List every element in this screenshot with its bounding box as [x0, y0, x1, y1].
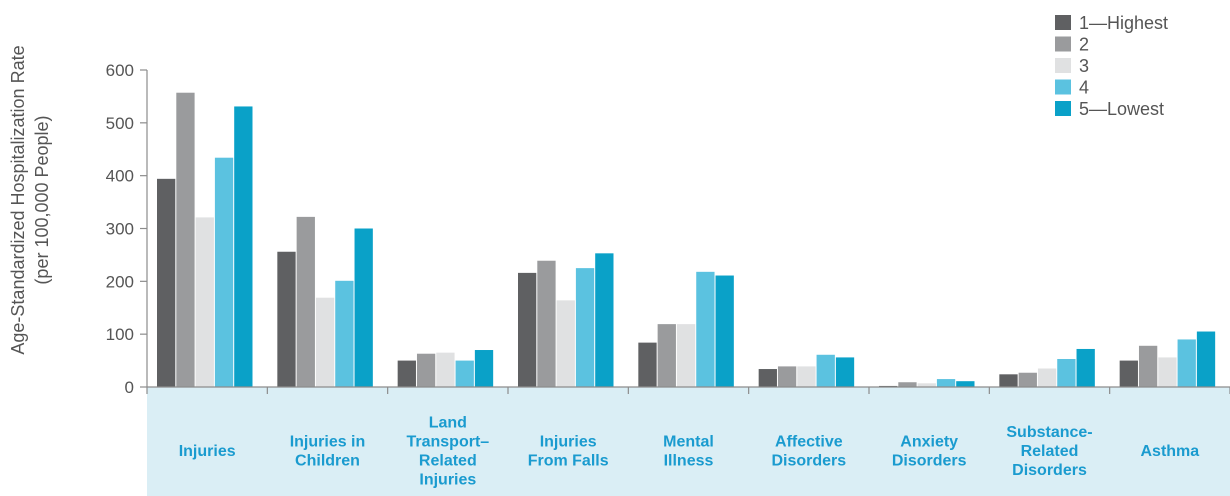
bar	[835, 357, 855, 387]
category-label: Injuries From Falls	[528, 434, 609, 470]
bar	[936, 379, 956, 387]
bar	[1158, 357, 1177, 387]
bar	[595, 253, 614, 387]
y-axis-title-line: Age-Standardized Hospitalization Rate	[8, 45, 28, 354]
category-label-line: Disorders	[771, 453, 846, 470]
legend-label: 3	[1079, 56, 1089, 76]
legend-swatch	[1055, 79, 1071, 95]
bar	[157, 178, 176, 387]
bar	[214, 157, 234, 387]
legend-swatch	[1055, 58, 1071, 73]
category-label-line: Affective	[775, 434, 843, 451]
legend-label: 5—Lowest	[1079, 99, 1164, 119]
category-band-background	[147, 387, 1230, 496]
bar	[777, 366, 797, 387]
bar	[195, 217, 214, 387]
y-tick-label: 300	[106, 220, 134, 239]
category-label: Anxiety Disorders	[892, 434, 967, 470]
bar	[898, 382, 917, 387]
category-label-line: Substance-	[1006, 424, 1092, 441]
category-label: Injuries	[179, 443, 236, 460]
bar	[999, 374, 1018, 387]
category-label-line: From Falls	[528, 453, 609, 470]
category-label-line: Injuries	[419, 472, 476, 489]
bar	[1138, 345, 1158, 387]
bar	[397, 360, 416, 387]
bar	[296, 216, 315, 387]
bar	[696, 271, 715, 387]
y-axis-title-line: (per 100,000 People)	[32, 115, 52, 284]
bar	[758, 369, 777, 387]
category-label-line: Children	[295, 453, 360, 470]
bar	[556, 300, 575, 387]
bar	[234, 106, 253, 387]
y-axis-title: Age-Standardized Hospitalization Rate (pe…	[8, 45, 52, 354]
bar	[956, 381, 975, 387]
bars	[157, 92, 1216, 388]
category-label-line: Anxiety	[900, 434, 958, 451]
category-label-line: Illness	[664, 453, 714, 470]
legend-swatch	[1055, 101, 1071, 116]
bar	[518, 272, 537, 387]
bar	[816, 354, 835, 387]
category-label: Asthma	[1140, 443, 1199, 460]
bar	[917, 383, 936, 387]
bar	[1196, 331, 1216, 387]
category-label-line: Asthma	[1140, 443, 1199, 460]
category-label: Mental Illness	[663, 434, 714, 470]
legend-label: 2	[1079, 35, 1089, 55]
bar	[1119, 360, 1138, 387]
bar	[176, 92, 195, 388]
category-label-line: Related	[419, 453, 477, 470]
bar	[436, 352, 455, 387]
bar	[1177, 339, 1196, 387]
category-label: Injuries in Children	[290, 434, 366, 470]
y-tick-label: 500	[106, 114, 134, 133]
legend-swatch	[1055, 36, 1071, 52]
category-label: Substance- Related Disorders	[1006, 424, 1092, 479]
legend-swatch	[1055, 15, 1071, 30]
category-label-line: Disorders	[892, 453, 967, 470]
category-label-line: Land	[429, 415, 467, 432]
bar	[1018, 372, 1037, 387]
category-label-band: Injuries Injuries in Children Land Transport…	[147, 387, 1230, 496]
category-label-line: Mental	[663, 434, 714, 451]
category-label-line: Injuries	[540, 434, 597, 451]
x-axis	[146, 386, 1230, 394]
bar	[657, 324, 676, 387]
y-tick-label: 400	[106, 167, 134, 186]
bar	[315, 297, 335, 387]
category-label: Land Transport– Related Injuries	[406, 415, 489, 489]
y-tick-label: 0	[125, 378, 134, 397]
legend-label: 1—Highest	[1079, 13, 1168, 33]
bar	[537, 260, 556, 387]
bar	[797, 366, 816, 387]
bar	[638, 342, 657, 387]
bar	[277, 251, 296, 387]
bar	[335, 280, 354, 387]
category-label: Affective Disorders	[771, 434, 846, 470]
category-label-line: Related	[1021, 443, 1079, 460]
bar	[1076, 348, 1095, 387]
bar	[455, 360, 474, 387]
y-tick-label: 200	[106, 272, 134, 291]
y-tick-label: 100	[106, 325, 134, 344]
y-tick-label: 600	[106, 61, 134, 80]
category-label-line: Injuries in	[290, 434, 366, 451]
legend-label: 4	[1079, 78, 1089, 98]
bar	[676, 324, 696, 387]
y-axis: 0 100 200 300 400 500 600	[106, 61, 148, 397]
bar	[416, 353, 436, 387]
bar	[715, 275, 734, 387]
category-label-line: Injuries	[179, 443, 236, 460]
bar	[575, 268, 595, 387]
bar	[1057, 358, 1076, 387]
category-label-line: Disorders	[1012, 462, 1087, 479]
bar	[1037, 368, 1057, 387]
category-label-line: Transport–	[406, 434, 489, 451]
bar	[354, 228, 373, 387]
bar	[474, 350, 494, 387]
